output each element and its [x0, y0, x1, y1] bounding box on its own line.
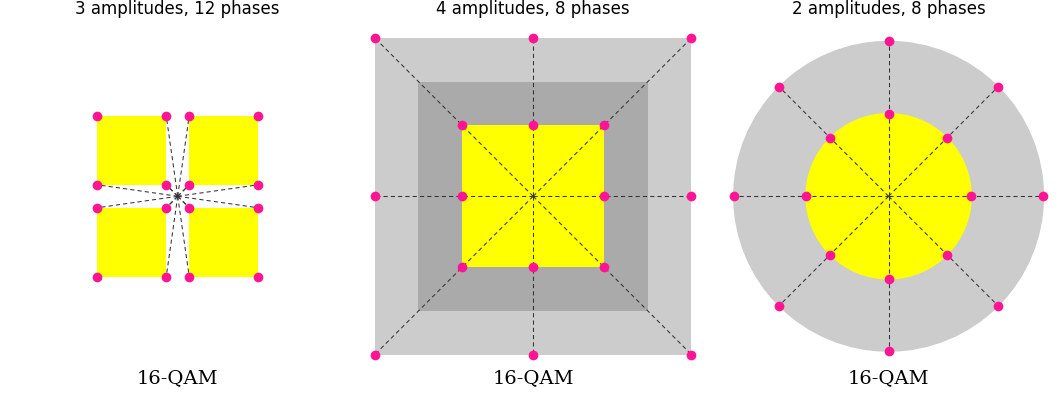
Title: 4 amplitudes, 8 phases: 4 amplitudes, 8 phases [436, 0, 630, 18]
Title: 2 amplitudes, 8 phases: 2 amplitudes, 8 phases [792, 0, 986, 18]
Circle shape [806, 114, 971, 279]
Bar [418, 83, 648, 311]
Bar [463, 126, 605, 268]
Title: 3 amplitudes, 12 phases: 3 amplitudes, 12 phases [75, 0, 280, 18]
Text: 16-QAM: 16-QAM [137, 369, 219, 387]
Bar [189, 208, 258, 277]
Bar [98, 208, 167, 277]
Bar [189, 117, 258, 185]
Circle shape [734, 43, 1043, 351]
Bar [98, 117, 167, 185]
Text: 16-QAM: 16-QAM [848, 369, 929, 387]
Bar [375, 39, 692, 354]
Text: 16-QAM: 16-QAM [492, 369, 574, 387]
